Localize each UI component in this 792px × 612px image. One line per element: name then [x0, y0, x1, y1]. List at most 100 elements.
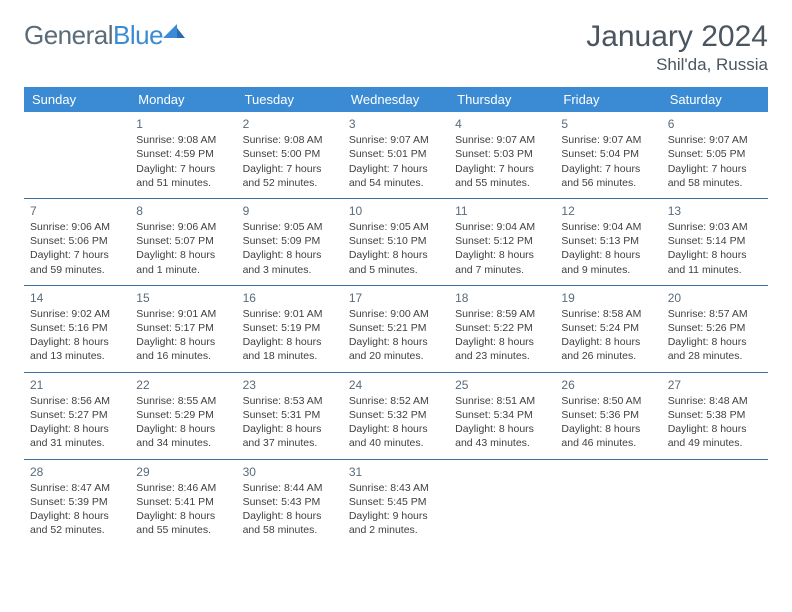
daylight-line: Daylight: 8 hours and 26 minutes.: [561, 335, 655, 363]
sunrise-line: Sunrise: 9:03 AM: [668, 220, 762, 234]
sunset-line: Sunset: 5:39 PM: [30, 495, 124, 509]
day-number: 29: [136, 464, 230, 480]
sunrise-line: Sunrise: 8:46 AM: [136, 481, 230, 495]
sunset-line: Sunset: 5:21 PM: [349, 321, 443, 335]
day-number: 3: [349, 116, 443, 132]
sunset-line: Sunset: 5:06 PM: [30, 234, 124, 248]
sunset-line: Sunset: 5:04 PM: [561, 147, 655, 161]
day-number: 10: [349, 203, 443, 219]
dayhead-wed: Wednesday: [343, 87, 449, 112]
daylight-line: Daylight: 8 hours and 46 minutes.: [561, 422, 655, 450]
daylight-line: Daylight: 7 hours and 58 minutes.: [668, 162, 762, 190]
day-cell: 14Sunrise: 9:02 AMSunset: 5:16 PMDayligh…: [24, 285, 130, 372]
day-number: 31: [349, 464, 443, 480]
week-row: 21Sunrise: 8:56 AMSunset: 5:27 PMDayligh…: [24, 372, 768, 459]
page-title: January 2024: [586, 20, 768, 53]
sunset-line: Sunset: 5:03 PM: [455, 147, 549, 161]
sunrise-line: Sunrise: 8:55 AM: [136, 394, 230, 408]
day-number: 11: [455, 203, 549, 219]
day-cell: 3Sunrise: 9:07 AMSunset: 5:01 PMDaylight…: [343, 112, 449, 198]
sunrise-line: Sunrise: 8:59 AM: [455, 307, 549, 321]
day-cell: [662, 459, 768, 545]
day-number: 5: [561, 116, 655, 132]
day-number: 6: [668, 116, 762, 132]
sunrise-line: Sunrise: 9:06 AM: [136, 220, 230, 234]
day-header-row: Sunday Monday Tuesday Wednesday Thursday…: [24, 87, 768, 112]
sunrise-line: Sunrise: 9:00 AM: [349, 307, 443, 321]
daylight-line: Daylight: 8 hours and 11 minutes.: [668, 248, 762, 276]
week-row: 28Sunrise: 8:47 AMSunset: 5:39 PMDayligh…: [24, 459, 768, 545]
daylight-line: Daylight: 7 hours and 59 minutes.: [30, 248, 124, 276]
day-cell: 23Sunrise: 8:53 AMSunset: 5:31 PMDayligh…: [237, 372, 343, 459]
day-cell: 2Sunrise: 9:08 AMSunset: 5:00 PMDaylight…: [237, 112, 343, 198]
sunrise-line: Sunrise: 8:50 AM: [561, 394, 655, 408]
sunset-line: Sunset: 5:27 PM: [30, 408, 124, 422]
sunset-line: Sunset: 5:00 PM: [243, 147, 337, 161]
day-cell: 5Sunrise: 9:07 AMSunset: 5:04 PMDaylight…: [555, 112, 661, 198]
sunrise-line: Sunrise: 8:44 AM: [243, 481, 337, 495]
day-cell: 20Sunrise: 8:57 AMSunset: 5:26 PMDayligh…: [662, 285, 768, 372]
sunset-line: Sunset: 5:12 PM: [455, 234, 549, 248]
daylight-line: Daylight: 7 hours and 55 minutes.: [455, 162, 549, 190]
logo: GeneralBlue: [24, 20, 185, 51]
sunrise-line: Sunrise: 9:05 AM: [349, 220, 443, 234]
day-number: 30: [243, 464, 337, 480]
day-cell: 4Sunrise: 9:07 AMSunset: 5:03 PMDaylight…: [449, 112, 555, 198]
sunset-line: Sunset: 5:09 PM: [243, 234, 337, 248]
day-cell: 29Sunrise: 8:46 AMSunset: 5:41 PMDayligh…: [130, 459, 236, 545]
sunrise-line: Sunrise: 8:47 AM: [30, 481, 124, 495]
sunrise-line: Sunrise: 9:07 AM: [455, 133, 549, 147]
day-number: 14: [30, 290, 124, 306]
day-cell: 6Sunrise: 9:07 AMSunset: 5:05 PMDaylight…: [662, 112, 768, 198]
sunset-line: Sunset: 5:29 PM: [136, 408, 230, 422]
day-cell: 31Sunrise: 8:43 AMSunset: 5:45 PMDayligh…: [343, 459, 449, 545]
sunset-line: Sunset: 5:36 PM: [561, 408, 655, 422]
day-cell: 7Sunrise: 9:06 AMSunset: 5:06 PMDaylight…: [24, 198, 130, 285]
day-number: 15: [136, 290, 230, 306]
daylight-line: Daylight: 8 hours and 5 minutes.: [349, 248, 443, 276]
day-cell: 24Sunrise: 8:52 AMSunset: 5:32 PMDayligh…: [343, 372, 449, 459]
day-cell: [555, 459, 661, 545]
daylight-line: Daylight: 8 hours and 1 minute.: [136, 248, 230, 276]
daylight-line: Daylight: 8 hours and 16 minutes.: [136, 335, 230, 363]
sunset-line: Sunset: 5:19 PM: [243, 321, 337, 335]
dayhead-fri: Friday: [555, 87, 661, 112]
sunrise-line: Sunrise: 8:57 AM: [668, 307, 762, 321]
day-cell: 21Sunrise: 8:56 AMSunset: 5:27 PMDayligh…: [24, 372, 130, 459]
day-number: 7: [30, 203, 124, 219]
daylight-line: Daylight: 8 hours and 37 minutes.: [243, 422, 337, 450]
week-row: 14Sunrise: 9:02 AMSunset: 5:16 PMDayligh…: [24, 285, 768, 372]
day-number: 25: [455, 377, 549, 393]
sunrise-line: Sunrise: 8:56 AM: [30, 394, 124, 408]
daylight-line: Daylight: 8 hours and 49 minutes.: [668, 422, 762, 450]
day-number: 12: [561, 203, 655, 219]
sunrise-line: Sunrise: 9:05 AM: [243, 220, 337, 234]
day-cell: 16Sunrise: 9:01 AMSunset: 5:19 PMDayligh…: [237, 285, 343, 372]
daylight-line: Daylight: 7 hours and 51 minutes.: [136, 162, 230, 190]
day-cell: 26Sunrise: 8:50 AMSunset: 5:36 PMDayligh…: [555, 372, 661, 459]
sunrise-line: Sunrise: 9:06 AM: [30, 220, 124, 234]
daylight-line: Daylight: 7 hours and 54 minutes.: [349, 162, 443, 190]
day-number: 2: [243, 116, 337, 132]
day-cell: 22Sunrise: 8:55 AMSunset: 5:29 PMDayligh…: [130, 372, 236, 459]
day-cell: 25Sunrise: 8:51 AMSunset: 5:34 PMDayligh…: [449, 372, 555, 459]
day-number: 26: [561, 377, 655, 393]
day-cell: [24, 112, 130, 198]
daylight-line: Daylight: 8 hours and 40 minutes.: [349, 422, 443, 450]
sunrise-line: Sunrise: 9:07 AM: [668, 133, 762, 147]
daylight-line: Daylight: 8 hours and 34 minutes.: [136, 422, 230, 450]
day-number: 24: [349, 377, 443, 393]
day-cell: 10Sunrise: 9:05 AMSunset: 5:10 PMDayligh…: [343, 198, 449, 285]
sunset-line: Sunset: 5:05 PM: [668, 147, 762, 161]
dayhead-sun: Sunday: [24, 87, 130, 112]
sunset-line: Sunset: 5:31 PM: [243, 408, 337, 422]
title-block: January 2024 Shil'da, Russia: [586, 20, 768, 75]
daylight-line: Daylight: 8 hours and 3 minutes.: [243, 248, 337, 276]
day-number: 13: [668, 203, 762, 219]
sunset-line: Sunset: 5:01 PM: [349, 147, 443, 161]
daylight-line: Daylight: 7 hours and 52 minutes.: [243, 162, 337, 190]
sunset-line: Sunset: 5:26 PM: [668, 321, 762, 335]
calendar-table: Sunday Monday Tuesday Wednesday Thursday…: [24, 87, 768, 545]
sunrise-line: Sunrise: 9:01 AM: [136, 307, 230, 321]
sunset-line: Sunset: 5:24 PM: [561, 321, 655, 335]
